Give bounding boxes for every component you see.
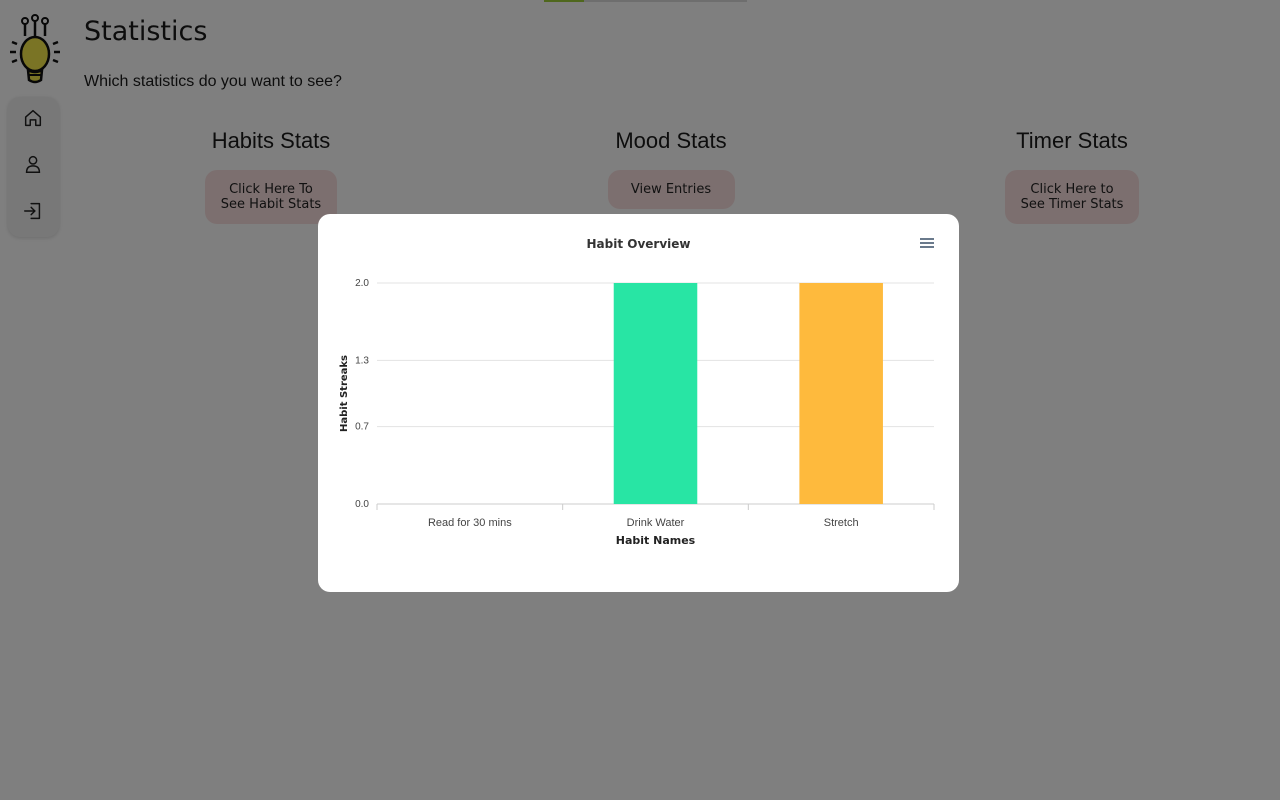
bar-stretch <box>799 283 883 504</box>
x-axis-title: Habit Names <box>616 534 696 547</box>
y-axis-title: Habit Streaks <box>339 355 350 432</box>
y-tick-label: 2.0 <box>355 278 369 289</box>
chart-title: Habit Overview <box>586 237 691 251</box>
chart-menu-button[interactable] <box>919 236 935 252</box>
y-tick-label: 0.7 <box>355 422 369 433</box>
hamburger-menu-icon <box>919 238 935 248</box>
habit-bar-chart: 0.0 0.7 1.3 2.0 Read for 30 mins Drink Water S… <box>339 278 935 547</box>
habit-overview-modal: Habit Overview 0.0 0.7 1.3 2.0 Read for 30 m… <box>318 214 959 592</box>
x-tick-label: Drink Water <box>627 517 685 529</box>
bar-drink-water <box>613 283 698 504</box>
y-tick-label: 1.3 <box>355 355 369 366</box>
x-tick-label: Read for 30 mins <box>428 517 512 529</box>
x-tick-label: Stretch <box>824 517 859 529</box>
y-tick-label: 0.0 <box>355 499 369 510</box>
